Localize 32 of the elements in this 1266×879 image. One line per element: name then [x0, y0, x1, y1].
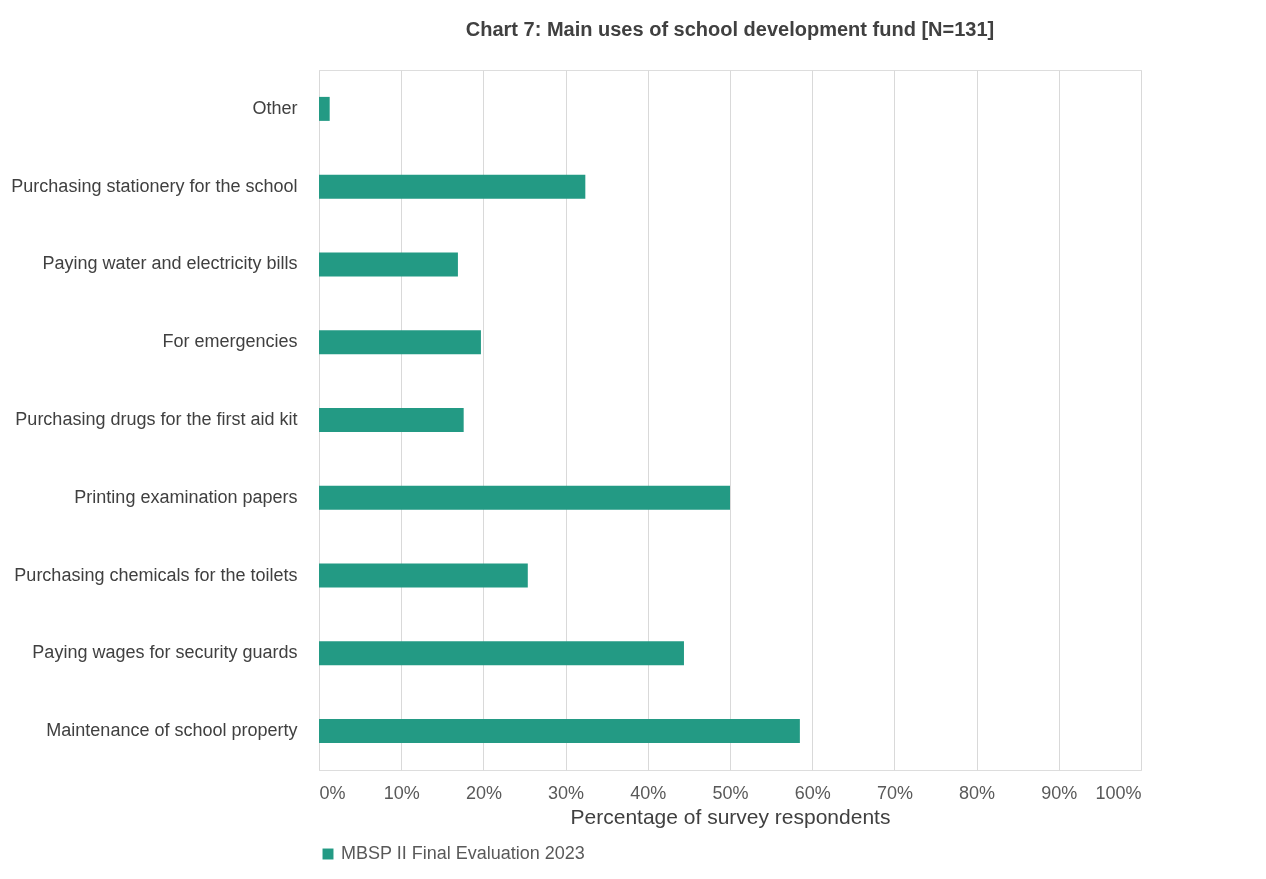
bar: [319, 330, 481, 355]
bar: [319, 408, 464, 432]
bar: [319, 252, 458, 277]
bar: [319, 641, 684, 666]
bar: [319, 96, 330, 121]
y-tick-label: Printing examination papers: [74, 486, 298, 507]
x-tick-label: 30%: [548, 782, 585, 803]
y-tick-label: Paying water and electricity bills: [42, 253, 298, 274]
y-tick-label: Maintenance of school property: [46, 720, 298, 741]
chart-title: Chart 7: Main uses of school development fund [N=131]: [465, 18, 995, 40]
x-tick-label: 70%: [876, 782, 913, 803]
x-tick-label: 10%: [383, 782, 420, 803]
x-tick-label: 60%: [794, 782, 831, 803]
bar: [319, 719, 800, 744]
bar: [319, 485, 730, 510]
y-tick-label: Paying wages for security guards: [32, 642, 298, 663]
x-tick-label: 0%: [319, 782, 346, 803]
x-tick-label: 40%: [630, 782, 667, 803]
y-tick-label: Purchasing chemicals for the toilets: [14, 564, 298, 585]
y-tick-label: For emergencies: [162, 331, 298, 352]
x-tick-label: 100%: [1095, 782, 1142, 803]
y-tick-label: Purchasing drugs for the first aid kit: [15, 409, 298, 429]
y-tick-label: Other: [252, 97, 298, 118]
bar: [319, 174, 586, 199]
x-tick-label: 50%: [712, 782, 749, 803]
legend-label: MBSP II Final Evaluation 2023: [341, 843, 585, 863]
x-tick-label: 80%: [959, 782, 996, 803]
x-tick-label: 90%: [1041, 782, 1078, 803]
x-axis-title: Percentage of survey respondents: [570, 804, 891, 828]
y-tick-label: Purchasing stationery for the school: [11, 175, 298, 196]
x-tick-label: 20%: [465, 782, 502, 803]
bar: [319, 563, 528, 588]
